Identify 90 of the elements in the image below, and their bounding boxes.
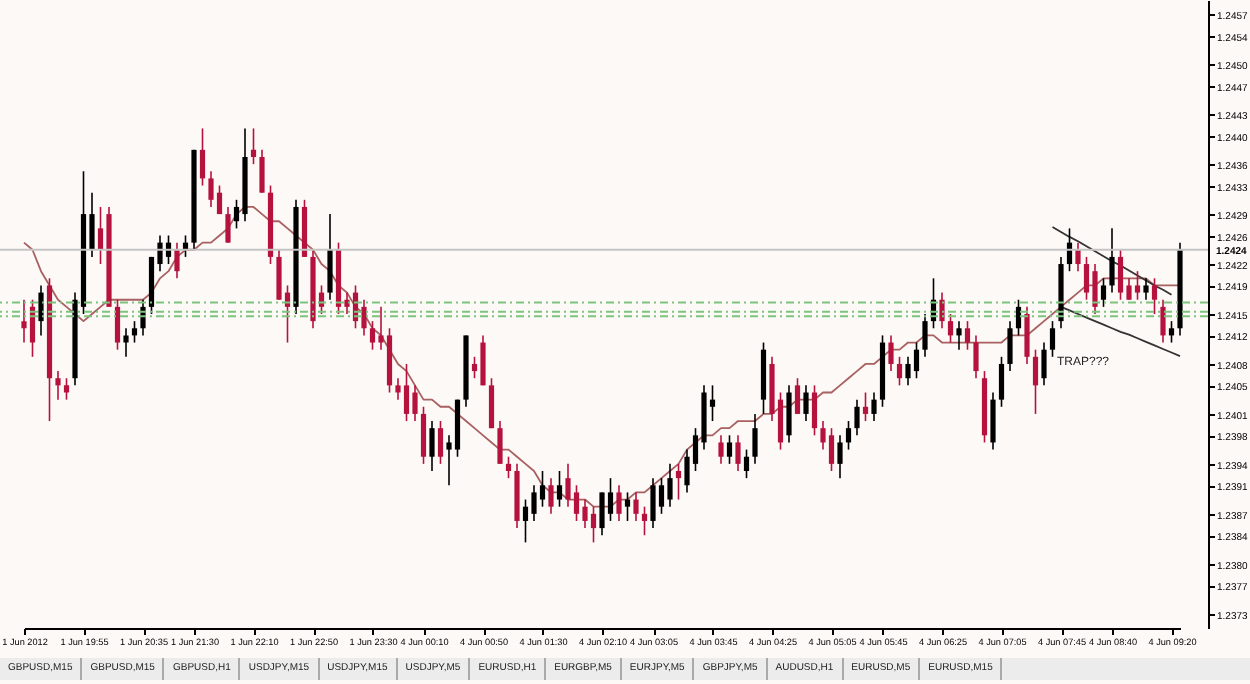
candlestick <box>259 149 265 194</box>
candlestick <box>871 391 877 422</box>
candlestick <box>582 498 588 529</box>
candlestick <box>862 391 869 422</box>
candlestick <box>497 420 503 465</box>
candlestick <box>1151 277 1158 315</box>
candlestick <box>216 184 223 215</box>
candlestick <box>905 356 911 387</box>
candlestick <box>990 391 996 451</box>
candlestick <box>726 434 733 465</box>
candlestick <box>939 291 945 330</box>
candlestick <box>55 370 61 401</box>
candlestick <box>276 248 282 301</box>
candlestick <box>837 434 843 479</box>
candlestick <box>922 313 928 358</box>
candlestick <box>1007 320 1013 372</box>
candlestick <box>250 127 257 165</box>
candlestick <box>650 477 656 529</box>
candlestick <box>1075 241 1081 272</box>
candlestick <box>225 206 231 244</box>
candlestick <box>1032 348 1039 415</box>
candlestick <box>174 241 180 280</box>
candlestick <box>1024 306 1030 365</box>
candlestick <box>1117 248 1124 301</box>
candlestick <box>896 356 903 387</box>
candlestick <box>752 413 758 465</box>
candlestick <box>199 127 206 187</box>
candlestick <box>658 477 665 515</box>
candlestick <box>667 463 673 508</box>
candlestick <box>743 448 750 479</box>
candlestick <box>616 484 622 522</box>
candlestick <box>1109 227 1115 294</box>
candlestick <box>63 377 70 401</box>
candlestick <box>1092 263 1098 315</box>
candlestick <box>412 384 418 422</box>
candlestick <box>1049 320 1056 358</box>
candlestick <box>913 341 920 380</box>
candlestick <box>531 484 537 522</box>
candlestick <box>845 420 852 451</box>
candlestick <box>131 320 138 344</box>
candlestick <box>437 420 444 465</box>
candlestick <box>675 463 682 501</box>
candlestick <box>633 491 639 522</box>
candlestick <box>327 213 333 301</box>
candlestick <box>556 470 563 508</box>
candlestick <box>361 298 367 337</box>
candlestick <box>803 384 809 422</box>
candlestick <box>208 170 214 208</box>
candlestick <box>998 356 1005 408</box>
candlestick <box>21 298 27 344</box>
candlestick <box>1134 270 1141 301</box>
candlestick <box>956 320 962 351</box>
candlestick <box>718 434 724 465</box>
candlestick <box>964 320 971 351</box>
candlestick <box>369 320 376 351</box>
candlestick <box>1160 298 1166 344</box>
candlestick <box>828 427 835 472</box>
candlestick <box>488 377 495 429</box>
candlestick <box>1015 298 1022 337</box>
candlestick <box>599 491 605 537</box>
candlestick <box>794 377 801 415</box>
candlestick <box>735 434 741 472</box>
candlestick <box>573 484 580 522</box>
candlestick <box>786 384 792 444</box>
candlestick <box>1168 320 1175 344</box>
candlestick <box>607 477 614 522</box>
candlestick <box>590 505 597 544</box>
candlestick <box>1100 277 1107 308</box>
candlestick <box>624 491 631 522</box>
candlestick <box>888 334 894 372</box>
candlestick <box>38 284 44 337</box>
candlestick <box>1143 277 1149 301</box>
candlestick <box>123 327 129 358</box>
candlestick <box>854 398 860 437</box>
candlestick <box>1083 256 1090 301</box>
candlestick <box>811 384 818 437</box>
candlestick <box>505 455 512 479</box>
candlestick <box>947 313 954 344</box>
candlestick <box>420 405 427 465</box>
candlestick <box>480 334 486 387</box>
candlestick <box>641 505 648 537</box>
candlestick <box>403 363 410 422</box>
candlestick <box>429 420 435 472</box>
candlestick <box>1041 341 1047 387</box>
candlestick <box>522 498 529 544</box>
candlestick <box>548 477 554 515</box>
candlestick <box>565 463 571 508</box>
candlestick <box>539 470 546 508</box>
candlestick <box>114 298 121 351</box>
candlestick <box>973 334 979 380</box>
